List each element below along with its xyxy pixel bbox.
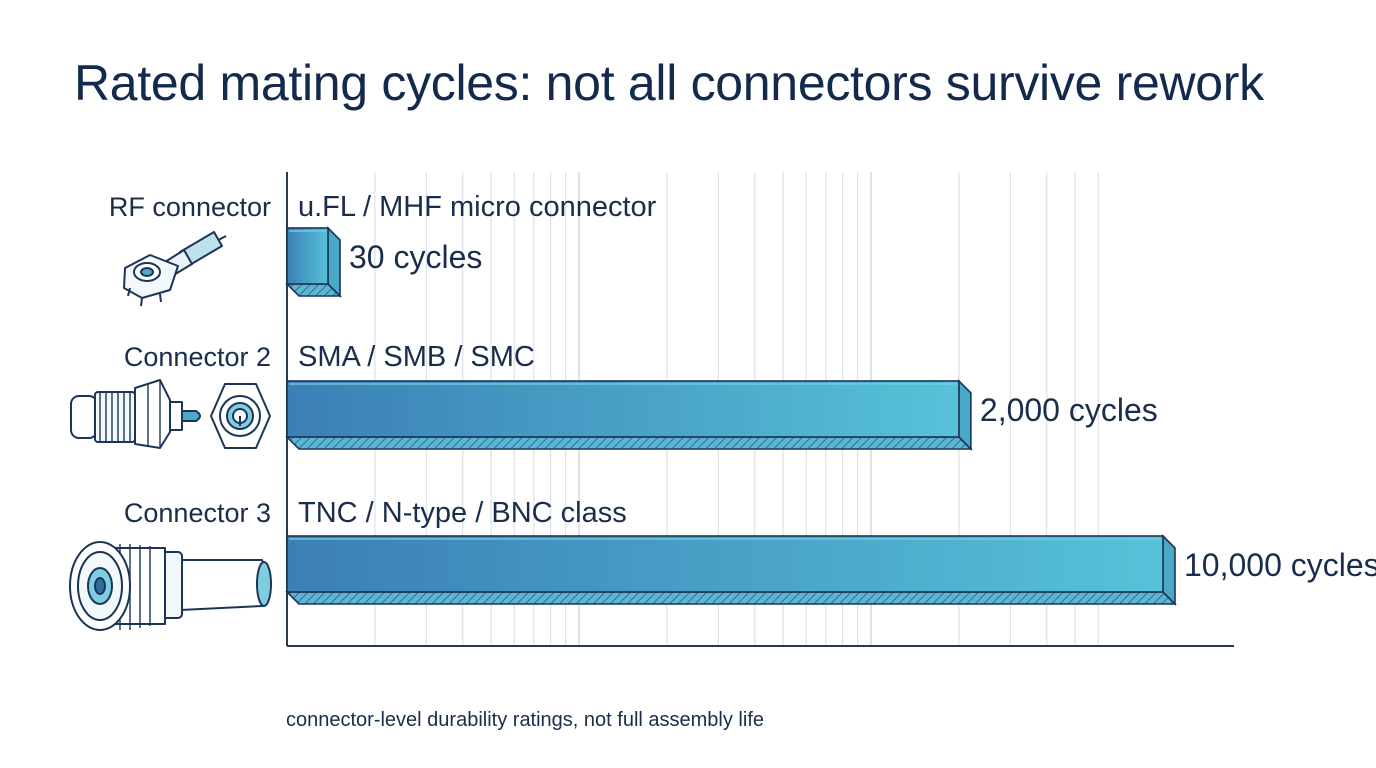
bar: [285, 534, 1177, 606]
category-label: u.FL / MHF micro connector: [298, 191, 657, 223]
bar: [285, 379, 973, 451]
row-label: Connector 2: [124, 342, 271, 372]
row-label: Connector 3: [124, 498, 271, 528]
footnote: connector-level durability ratings, not …: [286, 709, 764, 731]
ufl-connector-icon: [123, 231, 227, 307]
category-label: SMA / SMB / SMC: [298, 341, 535, 373]
chart-title: Rated mating cycles: not all connectors …: [74, 55, 1264, 111]
sma-connector-icon: [70, 379, 271, 449]
bars: [285, 226, 1177, 606]
row-label: RF connector: [109, 192, 271, 222]
value-label: 10,000 cycles: [1184, 547, 1376, 583]
value-label: 2,000 cycles: [980, 392, 1158, 428]
n-type-connector-icon: [69, 541, 272, 631]
value-label: 30 cycles: [349, 239, 482, 275]
category-label: TNC / N-type / BNC class: [298, 497, 627, 529]
bar: [285, 226, 342, 298]
